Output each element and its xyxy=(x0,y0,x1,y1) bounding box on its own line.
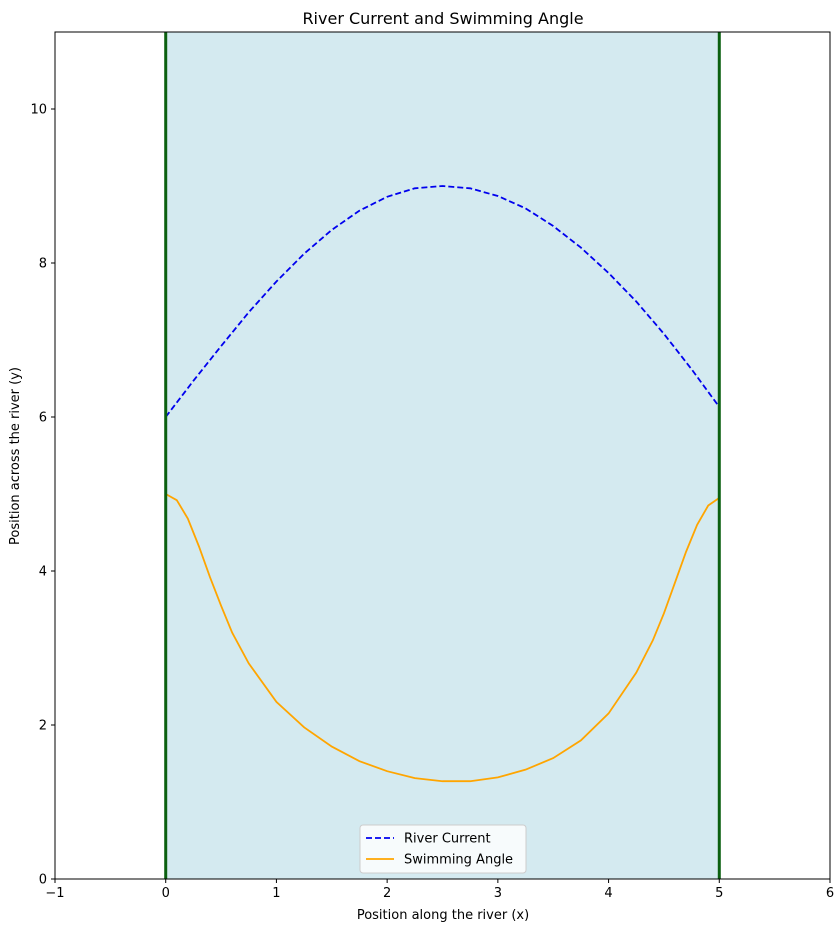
y-tick-label: 6 xyxy=(39,411,47,426)
x-tick-label: 4 xyxy=(604,886,612,901)
y-axis-label: Position across the river (y) xyxy=(8,367,23,545)
legend: River Current Swimming Angle xyxy=(359,824,527,874)
y-tick-label: 8 xyxy=(39,257,47,272)
y-tick-label: 4 xyxy=(39,565,47,580)
x-tick-label: 2 xyxy=(383,886,391,901)
y-tick-label: 10 xyxy=(30,103,47,118)
x-tick-label: −1 xyxy=(45,886,64,901)
series-line-1 xyxy=(165,493,720,783)
plot-area xyxy=(164,32,721,879)
legend-label-0: River Current xyxy=(404,832,491,847)
x-axis-label: Position along the river (x) xyxy=(357,908,529,923)
series-line-0 xyxy=(164,185,721,418)
x-tick-label: 1 xyxy=(272,886,280,901)
legend-box xyxy=(359,824,527,874)
river-shaded-region xyxy=(165,32,720,879)
y-tick-label: 2 xyxy=(39,719,47,734)
axes-frame xyxy=(54,31,831,880)
legend-label-1: Swimming Angle xyxy=(404,853,513,868)
x-tick-label: 0 xyxy=(162,886,170,901)
x-tick-label: 3 xyxy=(494,886,502,901)
x-tick-label: 5 xyxy=(715,886,723,901)
y-tick-label: 0 xyxy=(39,873,47,888)
x-tick-label: 6 xyxy=(826,886,834,901)
chart-title: River Current and Swimming Angle xyxy=(302,9,583,28)
